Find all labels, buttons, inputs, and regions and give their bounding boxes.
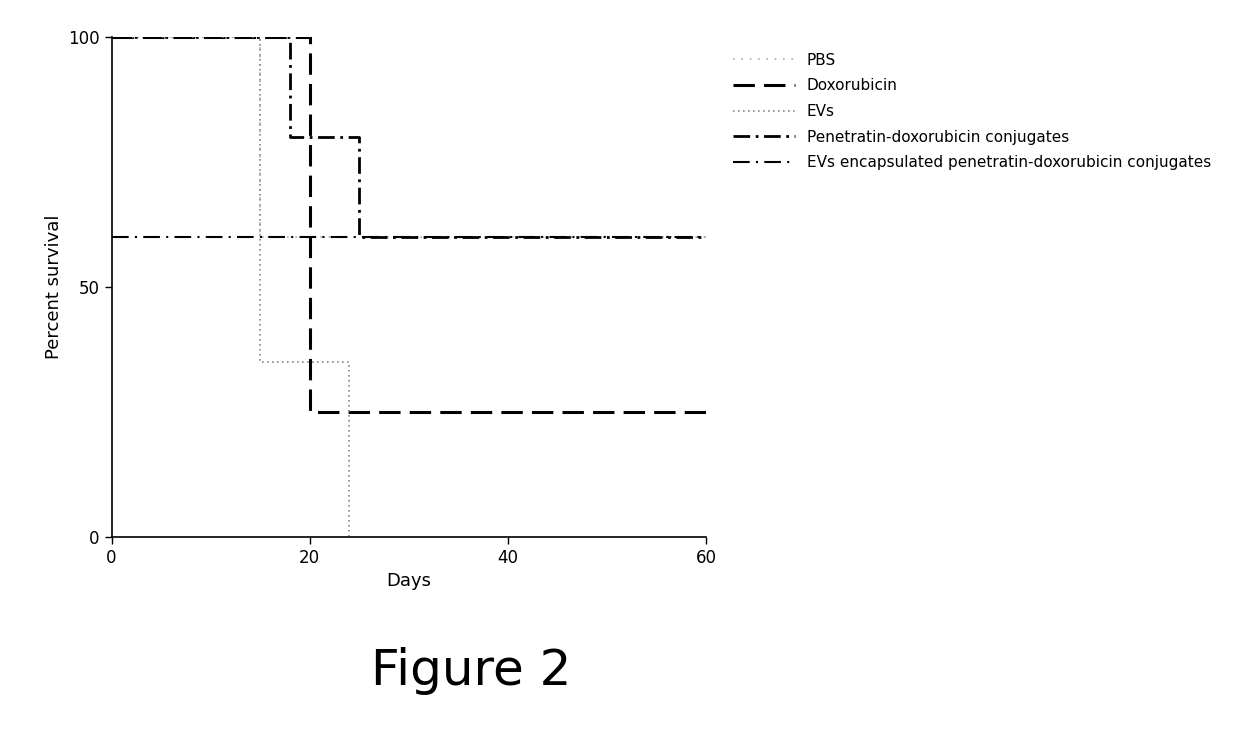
Text: Figure 2: Figure 2 <box>370 648 571 695</box>
Legend: PBS, Doxorubicin, EVs, Penetratin-doxorubicin conjugates, EVs encapsulated penet: PBS, Doxorubicin, EVs, Penetratin-doxoru… <box>726 45 1219 178</box>
X-axis label: Days: Days <box>387 572 431 591</box>
Y-axis label: Percent survival: Percent survival <box>45 215 62 360</box>
